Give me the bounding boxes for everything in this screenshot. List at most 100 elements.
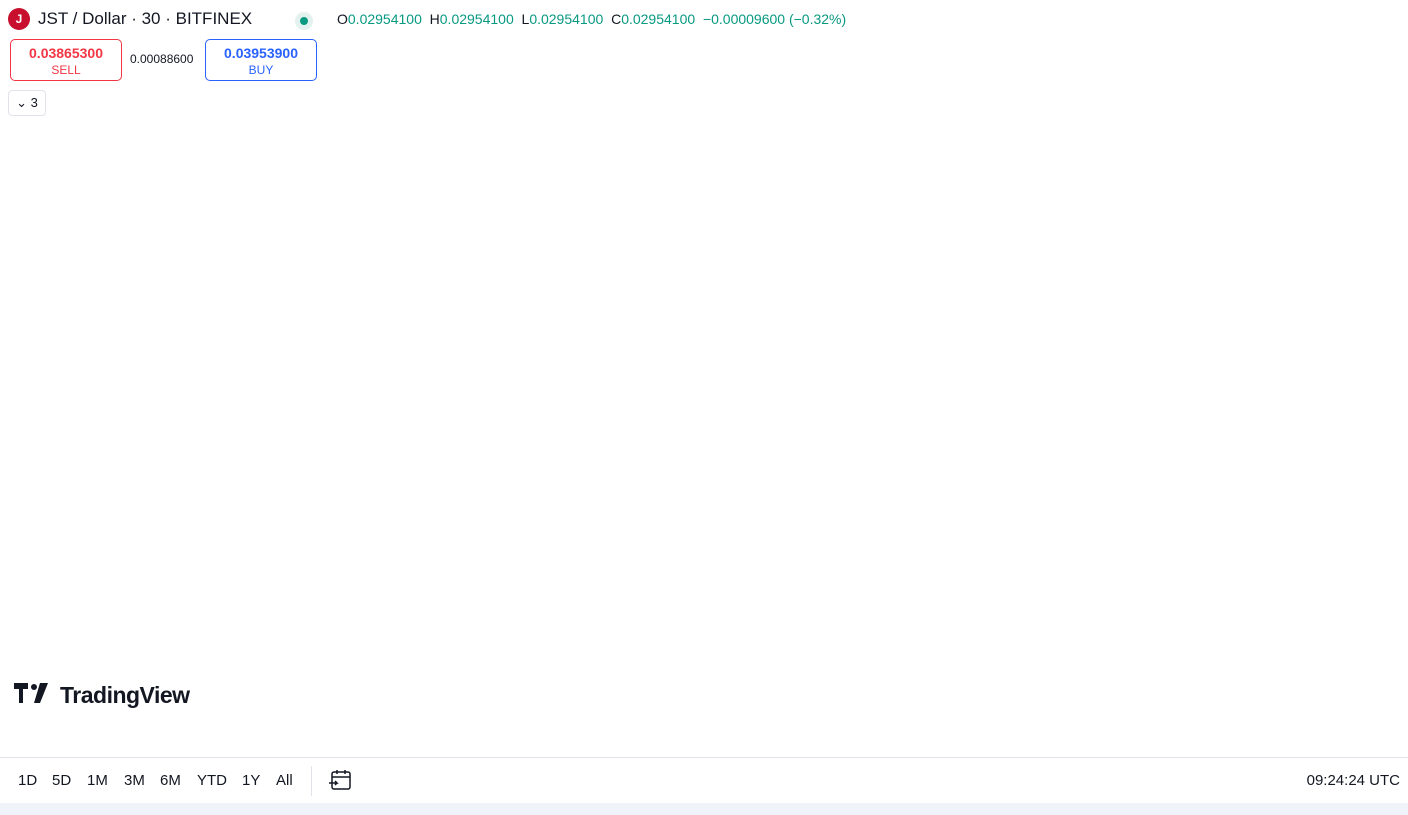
candle-body	[551, 134, 562, 160]
volume-bar	[1180, 696, 1191, 722]
candle-body	[230, 624, 241, 626]
candle-body	[123, 664, 134, 667]
last-price-label-sub: 05:36	[1317, 231, 1352, 247]
price-tick-label: 0.03200000	[1312, 553, 1381, 568]
volume-bar	[886, 718, 897, 722]
range-5d[interactable]: 5D	[52, 772, 72, 789]
market-status-icon[interactable]	[295, 12, 313, 30]
candle-up	[257, 621, 268, 627]
utc-clock[interactable]: 09:24:24 UTC	[1306, 772, 1400, 789]
moving-average	[0, 106, 1160, 698]
indicator-collapse-button[interactable]: ⌄ 3	[8, 90, 46, 116]
price-tick-label: 0.03900000	[1312, 255, 1381, 270]
time-tick-label: 28	[830, 732, 846, 748]
volume-bar	[1167, 718, 1178, 722]
candle-body	[431, 211, 442, 214]
price-tick-label: 0.04400000	[1312, 42, 1381, 57]
volume-bar	[471, 643, 482, 722]
tradingview-text: TradingView	[60, 682, 190, 708]
volume-bar	[993, 712, 1004, 722]
volume-bar	[1154, 718, 1165, 722]
candle-up	[404, 198, 415, 216]
price-tick-label: 0.03800000	[1312, 298, 1381, 313]
candle-down	[806, 211, 817, 263]
candle-up	[324, 604, 335, 610]
candle-up	[471, 170, 482, 175]
candle-body	[70, 647, 81, 649]
ma-price-label: 0.03926933	[1317, 243, 1391, 259]
range-3m[interactable]: 3M	[124, 772, 145, 789]
volume-bar	[458, 699, 469, 722]
volume-bar	[846, 602, 857, 722]
candle-up	[190, 602, 201, 608]
volume-bar	[939, 696, 950, 722]
volume-bar	[699, 693, 710, 722]
volume-bar	[1033, 633, 1044, 722]
candle-up	[1033, 219, 1044, 229]
candle-up	[418, 211, 429, 218]
last-price-label-bg	[1306, 212, 1398, 250]
candle-body	[56, 656, 67, 667]
candle-up	[137, 615, 148, 625]
ma-price-label-under: 0.03926933	[1317, 273, 1391, 289]
candle-body	[404, 202, 415, 207]
buy-button[interactable]: 0.03953900 BUY	[205, 39, 317, 81]
candle-body	[1113, 215, 1124, 217]
volume-bar	[645, 680, 656, 722]
range-1m[interactable]: 1M	[87, 772, 108, 789]
volume-bar	[230, 718, 241, 722]
volume-bar	[779, 712, 790, 722]
sell-button[interactable]: 0.03865300 SELL	[10, 39, 122, 81]
candles	[3, 74, 1245, 697]
candle-up	[832, 347, 843, 356]
candle-body	[485, 164, 496, 173]
volume-bar	[1020, 718, 1031, 722]
candle-body	[511, 147, 522, 156]
close-value: 0.02954100	[621, 11, 696, 27]
candle-body	[538, 191, 549, 194]
range-6m[interactable]: 6M	[160, 772, 181, 789]
candle-up	[712, 79, 723, 84]
sell-label: SELL	[51, 63, 81, 77]
candle-up	[966, 177, 977, 195]
candle-up	[752, 125, 763, 131]
volume-bar	[204, 703, 215, 722]
time-tick-label: 19	[308, 732, 324, 748]
candle-body	[163, 617, 174, 620]
price-tick-label: 0.03500000	[1312, 425, 1381, 440]
footer-strip	[0, 803, 1408, 815]
candle-down	[511, 147, 522, 156]
price-chart[interactable]: 0.04400000 0.04300000 0.04200000 0.04100000…	[0, 0, 1408, 757]
candle-down	[980, 194, 991, 199]
lightning-bolt	[1274, 698, 1283, 714]
volume-bar	[1100, 703, 1111, 722]
candle-up	[337, 592, 348, 597]
volume-bar	[511, 703, 522, 722]
range-1d[interactable]: 1D	[18, 772, 38, 789]
symbol-title[interactable]: JST / Dollar · 30 · BITFINEX	[38, 9, 253, 28]
crosshair-price-label: 0.03821736	[1317, 287, 1391, 303]
volume-bar	[632, 718, 643, 722]
calendar-icon[interactable]	[328, 769, 352, 791]
candle-up	[230, 621, 241, 627]
candle-body	[632, 151, 643, 156]
candle-body	[578, 134, 589, 143]
volume-bar	[578, 671, 589, 722]
range-ytd[interactable]: YTD	[197, 772, 227, 789]
volume-label: 55.42 K	[1316, 597, 1365, 613]
volume-bar	[3, 696, 14, 722]
volume-bar	[1060, 706, 1071, 722]
ohlc-readout: O0.02954100 H0.02954100 L0.02954100 C0.0…	[337, 11, 846, 27]
candle-body	[257, 624, 268, 626]
close-label: C	[611, 11, 622, 27]
candle-body	[1006, 185, 1017, 195]
candle-body	[1234, 221, 1245, 292]
candle-down	[1220, 270, 1231, 292]
range-all[interactable]: All	[276, 772, 293, 789]
candle-body	[1047, 217, 1058, 219]
candle-down	[378, 249, 389, 271]
candle-up	[659, 121, 669, 126]
range-1y[interactable]: 1Y	[242, 772, 261, 789]
candle-down	[605, 91, 616, 143]
candle-up	[150, 619, 161, 625]
